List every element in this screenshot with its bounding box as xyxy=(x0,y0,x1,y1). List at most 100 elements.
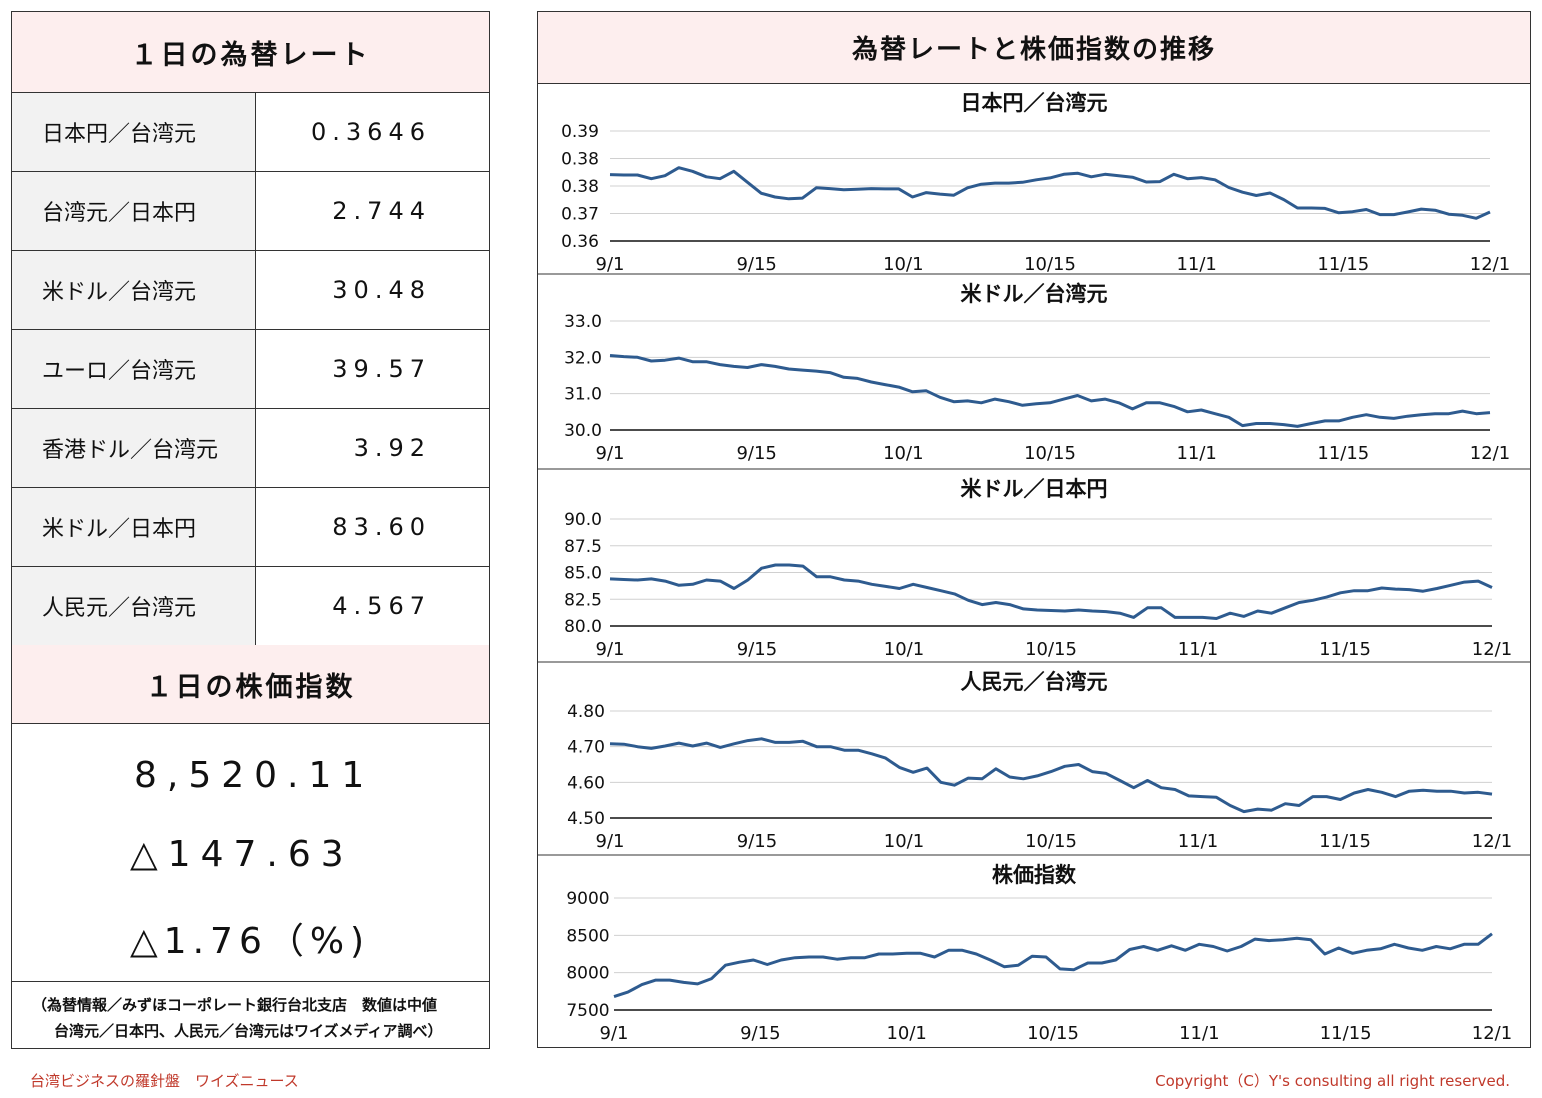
rate-label: 台湾元／日本円 xyxy=(12,172,256,250)
stock-change-pct: △1.76（%) xyxy=(130,921,371,962)
y-tick-label: 0.37 xyxy=(561,205,599,225)
x-tick-label: 9/1 xyxy=(596,254,625,275)
x-tick-label: 11/15 xyxy=(1317,254,1369,275)
x-tick-label: 9/1 xyxy=(600,1023,629,1044)
rate-row: 日本円／台湾元 0.3646 xyxy=(12,93,489,172)
chart-title: 米ドル／台湾元 xyxy=(961,282,1108,306)
y-tick-label: 8000 xyxy=(566,964,609,984)
x-tick-label: 11/1 xyxy=(1176,254,1216,275)
x-tick-label: 9/1 xyxy=(596,443,625,464)
rate-label: 香港ドル／台湾元 xyxy=(12,409,256,487)
chart-title: 日本円／台湾元 xyxy=(961,91,1108,115)
y-tick-label: 85.0 xyxy=(564,564,602,584)
series-line xyxy=(609,563,1493,620)
x-tick-label: 10/15 xyxy=(1025,639,1077,660)
rate-value: 30.48 xyxy=(332,276,431,304)
y-tick-label: 90.0 xyxy=(564,510,602,530)
x-tick-label: 12/1 xyxy=(1470,254,1510,275)
source-note-line2: 台湾元／日本円、人民元／台湾元はワイズメディア調べ） xyxy=(54,1022,443,1040)
x-tick-label: 10/1 xyxy=(883,443,923,464)
y-tick-label: 80.0 xyxy=(564,617,602,637)
y-tick-label: 4.80 xyxy=(567,702,605,722)
rate-row: ユーロ／台湾元 39.57 xyxy=(12,330,489,409)
x-tick-label: 9/15 xyxy=(740,1023,780,1044)
charts-panel: 為替レートと株価指数の推移 日本円／台湾元 0.39 0.38 0.38 0.37 0.3… xyxy=(537,11,1531,1048)
rate-value: 2.744 xyxy=(332,197,431,225)
chart-title: 株価指数 xyxy=(992,863,1077,887)
rate-row: 台湾元／日本円 2.744 xyxy=(12,172,489,251)
chart-title: 人民元／台湾元 xyxy=(961,670,1108,694)
chart-title: 米ドル／日本円 xyxy=(961,477,1108,501)
y-tick-label: 33.0 xyxy=(564,312,602,332)
x-tick-label: 11/1 xyxy=(1176,443,1216,464)
y-tick-label: 7500 xyxy=(566,1001,609,1021)
x-tick-label: 10/1 xyxy=(884,639,924,660)
series-line xyxy=(609,354,1491,428)
rate-label: 米ドル／台湾元 xyxy=(12,251,256,329)
x-tick-label: 10/15 xyxy=(1027,1023,1079,1044)
rate-value: 0.3646 xyxy=(311,118,431,146)
y-tick-label: 31.0 xyxy=(564,385,602,405)
x-tick-label: 9/1 xyxy=(596,639,625,660)
x-tick-label: 11/1 xyxy=(1178,831,1218,852)
charts-panel-title: 為替レートと株価指数の推移 xyxy=(538,12,1530,84)
y-tick-label: 0.39 xyxy=(561,122,599,142)
rates-panel-title: １日の為替レート xyxy=(12,12,489,93)
y-tick-label: 0.38 xyxy=(561,177,599,197)
rate-label: 日本円／台湾元 xyxy=(12,93,256,171)
rate-value: 39.57 xyxy=(332,355,431,383)
x-tick-label: 12/1 xyxy=(1472,1023,1512,1044)
rate-row: 米ドル／日本円 83.60 xyxy=(12,488,489,567)
y-tick-label: 4.60 xyxy=(567,773,605,793)
y-tick-label: 4.50 xyxy=(567,809,605,829)
x-tick-label: 9/15 xyxy=(736,254,776,275)
stock-index-value: 8,520.11 xyxy=(134,755,375,796)
y-tick-label: 32.0 xyxy=(564,348,602,368)
rate-row: 人民元／台湾元 4.567 xyxy=(12,567,489,646)
x-tick-label: 10/15 xyxy=(1025,831,1077,852)
rate-label: 米ドル／日本円 xyxy=(12,488,256,566)
rate-value: 83.60 xyxy=(332,513,431,541)
x-tick-label: 10/1 xyxy=(883,254,923,275)
x-tick-label: 12/1 xyxy=(1472,639,1512,660)
y-tick-label: 82.5 xyxy=(564,590,602,610)
footer-copyright: Copyright（C）Y's consulting all right res… xyxy=(1155,1072,1510,1090)
y-tick-label: 87.5 xyxy=(564,537,602,557)
rate-value: 3.92 xyxy=(353,434,431,462)
rate-label: 人民元／台湾元 xyxy=(12,567,256,645)
rate-label: ユーロ／台湾元 xyxy=(12,330,256,408)
x-tick-label: 11/15 xyxy=(1320,1023,1372,1044)
x-tick-label: 11/1 xyxy=(1179,1023,1219,1044)
x-tick-label: 9/1 xyxy=(596,831,625,852)
x-tick-label: 10/1 xyxy=(884,831,924,852)
series-line xyxy=(609,166,1491,220)
stock-change: △147.63 xyxy=(130,834,354,875)
x-tick-label: 10/1 xyxy=(886,1023,926,1044)
x-tick-label: 11/15 xyxy=(1319,639,1371,660)
x-tick-label: 12/1 xyxy=(1470,443,1510,464)
y-tick-label: 0.36 xyxy=(561,232,599,252)
y-tick-label: 8500 xyxy=(566,926,609,946)
y-tick-label: 9000 xyxy=(566,889,609,909)
series-line xyxy=(609,737,1493,814)
rates-panel: １日の為替レート 日本円／台湾元 0.3646 台湾元／日本円 2.744 米ド… xyxy=(11,11,490,1049)
y-tick-label: 4.70 xyxy=(567,738,605,758)
y-tick-label: 30.0 xyxy=(564,421,602,441)
x-tick-label: 11/15 xyxy=(1317,443,1369,464)
rate-row: 米ドル／台湾元 30.48 xyxy=(12,251,489,330)
x-tick-label: 11/15 xyxy=(1319,831,1371,852)
series-line xyxy=(613,932,1493,999)
rate-value: 4.567 xyxy=(332,592,431,620)
source-note-line1: （為替情報／みずほコーポレート銀行台北支店 数値は中値 xyxy=(32,996,438,1014)
source-note: （為替情報／みずほコーポレート銀行台北支店 数値は中値 台湾元／日本円、人民元／… xyxy=(12,981,489,1049)
x-tick-label: 12/1 xyxy=(1472,831,1512,852)
x-tick-label: 10/15 xyxy=(1024,254,1076,275)
x-tick-label: 9/15 xyxy=(737,639,777,660)
y-tick-label: 0.38 xyxy=(561,150,599,170)
rate-row: 香港ドル／台湾元 3.92 xyxy=(12,409,489,488)
x-tick-label: 9/15 xyxy=(737,831,777,852)
x-tick-label: 11/1 xyxy=(1178,639,1218,660)
footer-brand: 台湾ビジネスの羅針盤 ワイズニュース xyxy=(30,1072,299,1090)
stock-panel-title: １日の株価指数 xyxy=(12,645,489,724)
